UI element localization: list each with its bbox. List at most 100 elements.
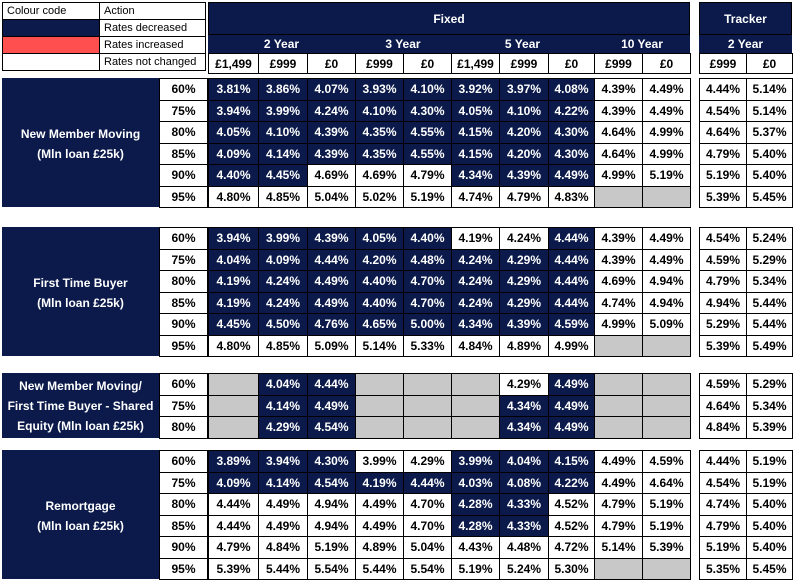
tracker-rate-cell: 5.40% [746, 493, 793, 516]
fixed-header: Fixed [208, 2, 690, 35]
ltv-cell: 95% [159, 334, 208, 357]
rate-cell: 4.70% [403, 493, 452, 516]
tracker-rate-cell: 4.64% [699, 394, 747, 417]
rate-cell: 4.79% [594, 493, 643, 516]
table-row: 4.74% 5.40% [699, 493, 793, 516]
rate-cell: 4.83% [548, 185, 595, 208]
fixed-rate-table: 3.89% 3.94% 4.30% 3.99% 4.29% 3.99% 4.04% 4.15%… [208, 450, 691, 580]
rate-cell: 4.14% [258, 471, 308, 494]
rate-cell: 3.97% [499, 78, 549, 101]
rate-cell: 4.39% [307, 227, 356, 250]
rate-cell: 4.84% [451, 334, 500, 357]
tracker-rate-cell: 4.94% [699, 291, 747, 314]
table-row: 5.35% 5.45% [699, 557, 793, 580]
tracker-rate-cell: 4.59% [699, 373, 747, 396]
rate-cell-unavailable [594, 394, 643, 417]
rate-cell: 4.64% [642, 471, 691, 494]
rate-cell: 4.24% [307, 99, 356, 122]
rate-cell: 4.99% [594, 313, 643, 336]
rate-cell: 4.39% [594, 78, 643, 101]
table-row: 5.39% 5.45% [699, 185, 793, 208]
legend-label-decreased: Rates decreased [99, 19, 206, 37]
rate-cell-unavailable [594, 373, 643, 396]
rate-cell-unavailable [451, 373, 500, 396]
rate-cell-unavailable [594, 416, 643, 439]
rate-cell: 4.70% [403, 291, 452, 314]
rate-cell: 4.09% [208, 471, 259, 494]
rate-cell: 4.59% [548, 313, 595, 336]
legend-label-increased: Rates increased [99, 36, 206, 54]
rate-cell: 4.85% [258, 185, 308, 208]
fee-header: £1,499 [208, 53, 259, 74]
rate-cell: 4.94% [642, 270, 691, 293]
rate-cell: 4.34% [451, 313, 500, 336]
rate-cell: 5.19% [451, 557, 500, 580]
rate-cell: 4.19% [208, 270, 259, 293]
tracker-rate-cell: 4.54% [699, 471, 747, 494]
rate-cell: 4.15% [548, 450, 595, 473]
rate-cell: 4.84% [258, 536, 308, 559]
table-row: 3.89% 3.94% 4.30% 3.99% 4.29% 3.99% 4.04% 4.15%… [208, 450, 691, 473]
rate-cell: 3.99% [258, 99, 308, 122]
rate-cell: 4.44% [548, 227, 595, 250]
rate-cell: 4.20% [499, 121, 549, 144]
fee-header-tracker: £999 £0 [699, 53, 793, 74]
tracker-rate-table: 4.44% 5.19% 4.54% 5.19% 4.74% 5.40% 4.79% 5.40%… [699, 450, 793, 580]
table-row: 4.40% 4.45% 4.69% 4.69% 4.79% 4.34% 4.39% 4.49%… [208, 164, 691, 187]
rate-cell: 4.10% [355, 99, 404, 122]
rate-cell: 4.74% [594, 291, 643, 314]
fee-header: £999 [594, 53, 643, 74]
rate-cell: 4.44% [307, 373, 356, 396]
tracker-rate-cell: 5.29% [746, 248, 793, 271]
rate-cell: 4.49% [642, 227, 691, 250]
rate-cell: 5.39% [208, 557, 259, 580]
ltv-cell: 80% [159, 121, 208, 144]
rate-cell: 4.49% [307, 394, 356, 417]
table-row: 3.94% 3.99% 4.39% 4.05% 4.40% 4.19% 4.24% 4.44%… [208, 227, 691, 250]
rate-cell: 4.22% [548, 471, 595, 494]
rate-cell-unavailable [451, 416, 500, 439]
rate-cell: 4.35% [355, 142, 404, 165]
rate-cell: 4.44% [208, 514, 259, 537]
tracker-rate-cell: 5.49% [746, 334, 793, 357]
ltv-column: 60% 75% 80% 85% 90% 95% [159, 227, 208, 357]
rate-cell: 4.69% [355, 164, 404, 187]
term-header-fixed-3-year: 3 Year [355, 35, 451, 53]
rate-cell: 4.29% [499, 291, 549, 314]
table-row: 4.54% 5.24% [699, 227, 793, 250]
table-row: 4.94% 5.44% [699, 291, 793, 314]
rate-cell: 4.45% [208, 313, 259, 336]
rate-cell: 4.50% [258, 313, 308, 336]
ltv-cell: 60% [159, 373, 208, 396]
rate-cell: 4.76% [307, 313, 356, 336]
rate-cell: 4.35% [355, 121, 404, 144]
legend-swatch-not-changed [2, 53, 100, 71]
rate-cell: 4.39% [594, 227, 643, 250]
table-row: 4.59% 5.29% [699, 248, 793, 271]
table-row: 4.45% 4.50% 4.76% 4.65% 5.00% 4.34% 4.39% 4.59%… [208, 313, 691, 336]
rate-cell: 4.94% [307, 514, 356, 537]
table-row: 3.81% 3.86% 4.07% 3.93% 4.10% 3.92% 3.97% 4.08%… [208, 78, 691, 101]
ltv-cell: 80% [159, 416, 208, 439]
tracker-rate-cell: 5.19% [699, 164, 747, 187]
rate-cell: 4.49% [258, 514, 308, 537]
rate-cell: 4.69% [594, 270, 643, 293]
rate-cell: 5.19% [403, 185, 452, 208]
rate-cell: 4.49% [642, 248, 691, 271]
tracker-rate-cell: 4.79% [699, 514, 747, 537]
ltv-cell: 95% [159, 185, 208, 208]
term-header-tracker-2-year: 2 Year [699, 35, 792, 53]
tracker-rate-cell: 4.64% [699, 121, 747, 144]
rate-cell: 4.49% [355, 493, 404, 516]
ltv-cell: 60% [159, 450, 208, 473]
rate-cell-unavailable [403, 394, 452, 417]
tracker-rate-cell: 5.45% [746, 185, 793, 208]
rate-cell: 4.34% [451, 164, 500, 187]
rate-cell: 4.48% [403, 248, 452, 271]
ltv-cell: 85% [159, 514, 208, 537]
rate-cell: 4.29% [499, 270, 549, 293]
tracker-rate-cell: 5.14% [746, 78, 793, 101]
table-row: 5.29% 5.44% [699, 313, 793, 336]
rate-cell-unavailable [594, 334, 643, 357]
rate-cell-unavailable [355, 373, 404, 396]
